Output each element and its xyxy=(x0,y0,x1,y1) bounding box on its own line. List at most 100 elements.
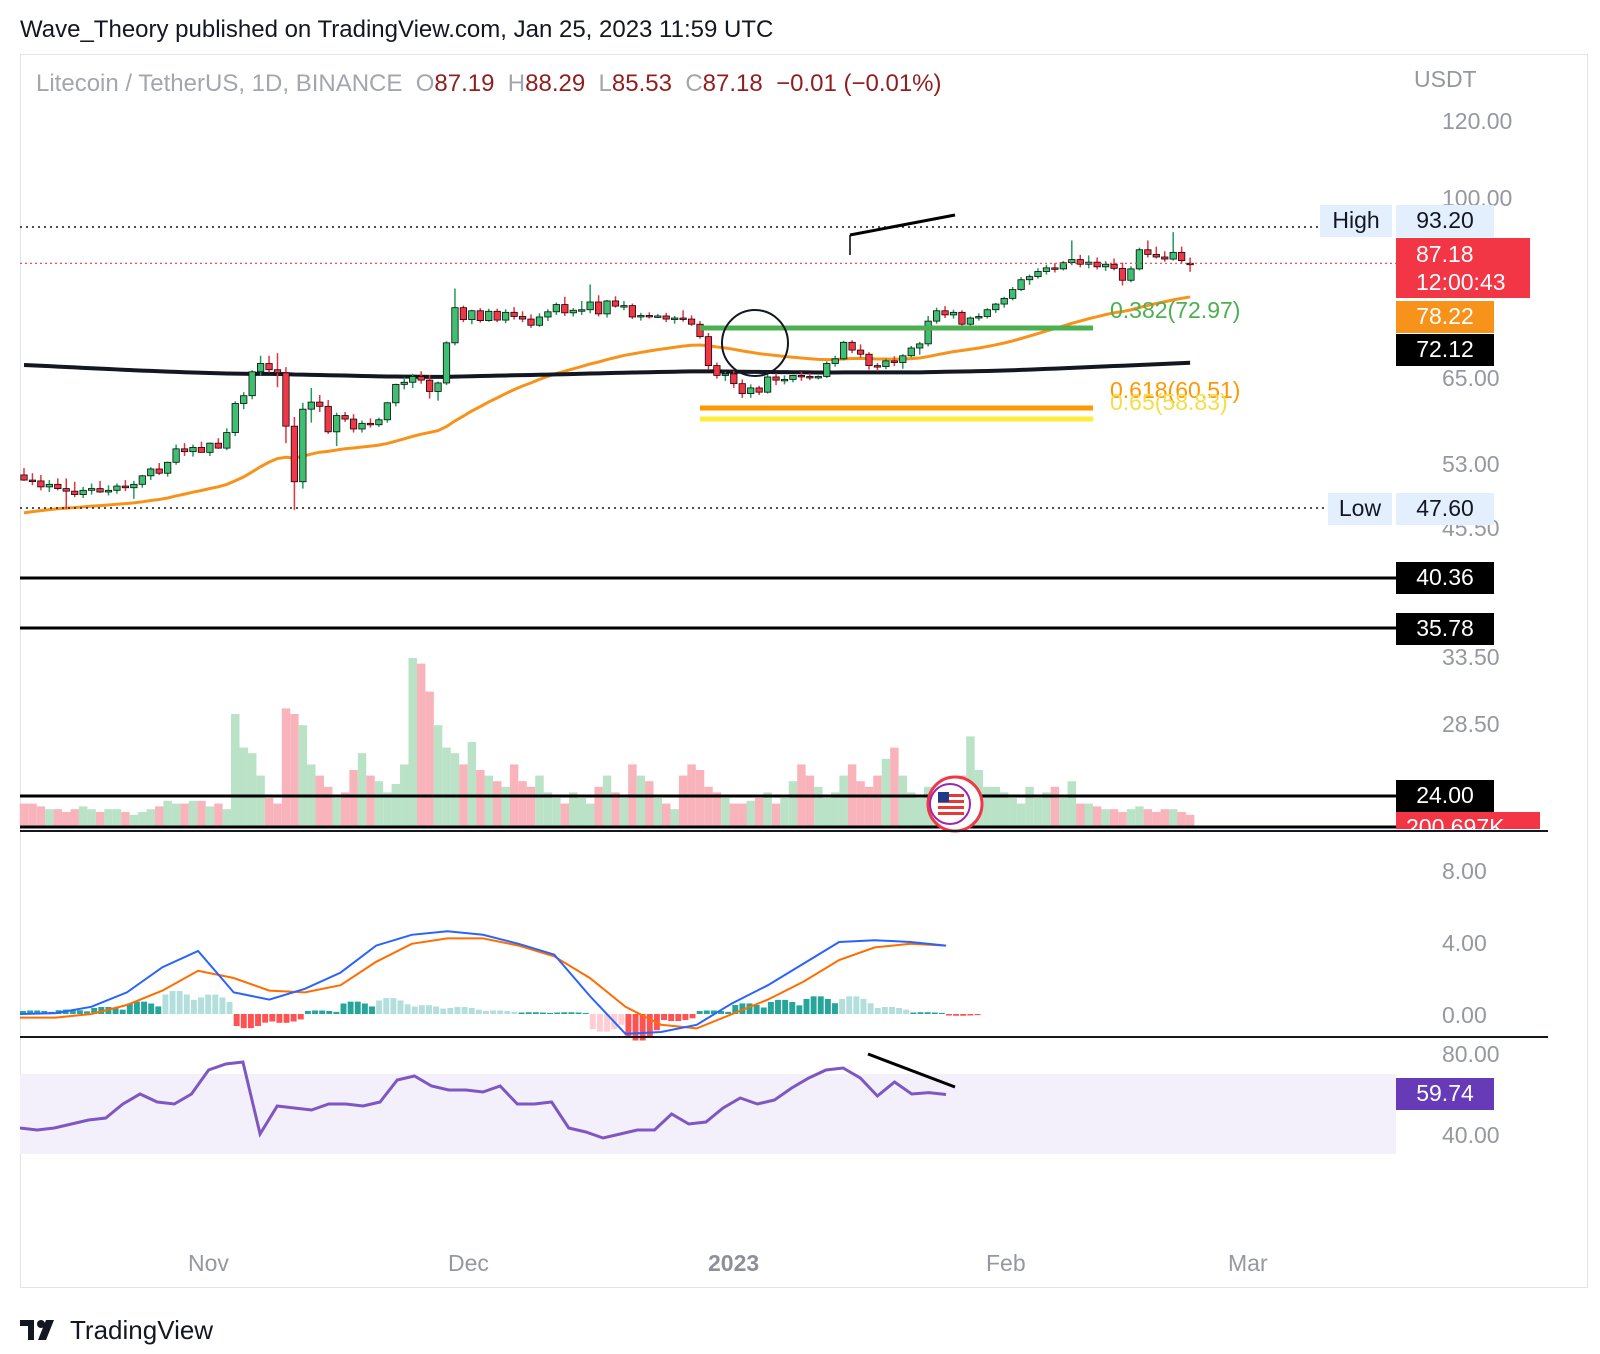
rsi-divergence-trendline xyxy=(867,1052,956,1089)
macd-histogram-bar xyxy=(219,997,226,1014)
macd-histogram-bar xyxy=(383,998,390,1014)
candle-body xyxy=(671,317,679,320)
candle-body xyxy=(502,311,510,321)
overlay-layer xyxy=(20,213,1396,833)
macd-histogram-bar xyxy=(511,1011,518,1014)
candle xyxy=(510,307,518,320)
macd-histogram-bar xyxy=(547,1012,554,1014)
candle-body xyxy=(468,310,476,320)
symbol-name[interactable]: Litecoin / TetherUS, 1D, BINANCE xyxy=(36,70,403,97)
macd-histogram-bar xyxy=(69,1009,76,1014)
volume-bar xyxy=(552,798,561,826)
volume-bar xyxy=(493,781,502,826)
macd-histogram-bar xyxy=(867,1003,874,1014)
brand-name: TradingView xyxy=(70,1314,214,1345)
macd-histogram-bar xyxy=(269,1014,276,1022)
breakout-circle xyxy=(721,309,789,377)
volume-bar xyxy=(70,809,79,826)
macd-histogram-bar xyxy=(397,1000,404,1014)
candle-body xyxy=(333,415,341,433)
volume-bar xyxy=(560,803,570,826)
macd-histogram-bar xyxy=(625,1014,632,1037)
change-value: −0.01 (−0.01%) xyxy=(776,70,942,97)
candle xyxy=(831,355,839,367)
candle xyxy=(240,392,248,410)
volume-bar xyxy=(501,786,510,826)
candle-body xyxy=(595,301,603,315)
volume-bar xyxy=(1008,798,1017,826)
volume-bar xyxy=(1025,786,1034,826)
macd-histogram-bar xyxy=(817,996,824,1014)
macd-histogram-bar xyxy=(426,1005,432,1014)
candle-body xyxy=(933,310,941,322)
low-label-tag: Low xyxy=(1328,493,1392,525)
macd-histogram-bar xyxy=(468,1007,475,1014)
candle-body xyxy=(451,307,459,344)
candle-body xyxy=(434,382,442,392)
volume-bar xyxy=(324,786,333,826)
candle xyxy=(1034,268,1042,279)
candle xyxy=(324,399,332,434)
macd-histogram-bar xyxy=(703,1010,710,1014)
candle xyxy=(1085,255,1093,269)
candle-body xyxy=(1102,263,1110,268)
candle-body xyxy=(1118,267,1127,281)
volume-bar xyxy=(662,803,671,826)
candle xyxy=(611,296,620,308)
volume-bar xyxy=(881,758,891,826)
volume-bar xyxy=(1135,806,1144,826)
candle-body xyxy=(104,489,113,493)
tradingview-logo[interactable]: TradingView xyxy=(20,1310,213,1350)
volume-bar xyxy=(95,812,105,826)
bar-countdown: 12:00:43 xyxy=(1416,269,1506,295)
macd-histogram-bar xyxy=(839,998,846,1014)
candle xyxy=(628,303,637,320)
macd-histogram-bar xyxy=(582,1012,589,1014)
macd-histogram-bar xyxy=(931,1012,938,1014)
macd-histogram-bar xyxy=(910,1012,917,1014)
candle xyxy=(772,373,780,386)
macd-histogram-bar xyxy=(340,1003,347,1014)
candle xyxy=(417,371,425,384)
volume-bar xyxy=(138,812,147,826)
candle xyxy=(1059,261,1067,271)
volume-bar xyxy=(1126,809,1136,826)
macd-histogram-bar xyxy=(760,1007,767,1014)
candle xyxy=(654,313,662,319)
price-tick-65: 65.00 xyxy=(1442,365,1500,391)
fib-618-label: 0.618(60.51) xyxy=(1110,377,1241,403)
macd-histogram-bar xyxy=(732,1004,739,1014)
macd-histogram-bar xyxy=(917,1012,924,1014)
macd-histogram-bar xyxy=(967,1014,974,1016)
volume-bar xyxy=(704,786,713,826)
candle-body xyxy=(831,358,839,364)
macd-histogram-bar xyxy=(290,1014,297,1022)
macd-histogram-bar xyxy=(739,1003,746,1014)
volume-bar xyxy=(763,792,772,826)
candle-body xyxy=(789,375,797,380)
candle xyxy=(113,483,121,494)
macd-layer xyxy=(19,930,981,1041)
candle-body xyxy=(764,376,772,393)
volume-bar xyxy=(374,781,384,826)
macd-histogram-bar xyxy=(725,1011,732,1014)
volume-bar xyxy=(1109,809,1119,826)
candle-body xyxy=(341,415,349,420)
open-value: 87.19 xyxy=(434,70,495,97)
candle-layer xyxy=(20,232,1194,510)
candle xyxy=(468,309,476,325)
candle xyxy=(992,303,1000,313)
macd-histogram-bar xyxy=(141,1001,148,1014)
candle xyxy=(671,315,679,324)
candle-body xyxy=(704,336,713,366)
high-key: H xyxy=(507,70,526,97)
macd-histogram-bar xyxy=(710,1010,717,1014)
candle-body xyxy=(1161,256,1169,260)
candle xyxy=(1118,262,1127,286)
candle xyxy=(595,295,603,317)
macd-histogram-bar xyxy=(682,1014,689,1021)
volume-bar xyxy=(1092,806,1102,826)
volume-bar xyxy=(577,798,586,826)
macd-histogram-bar xyxy=(312,1010,318,1014)
